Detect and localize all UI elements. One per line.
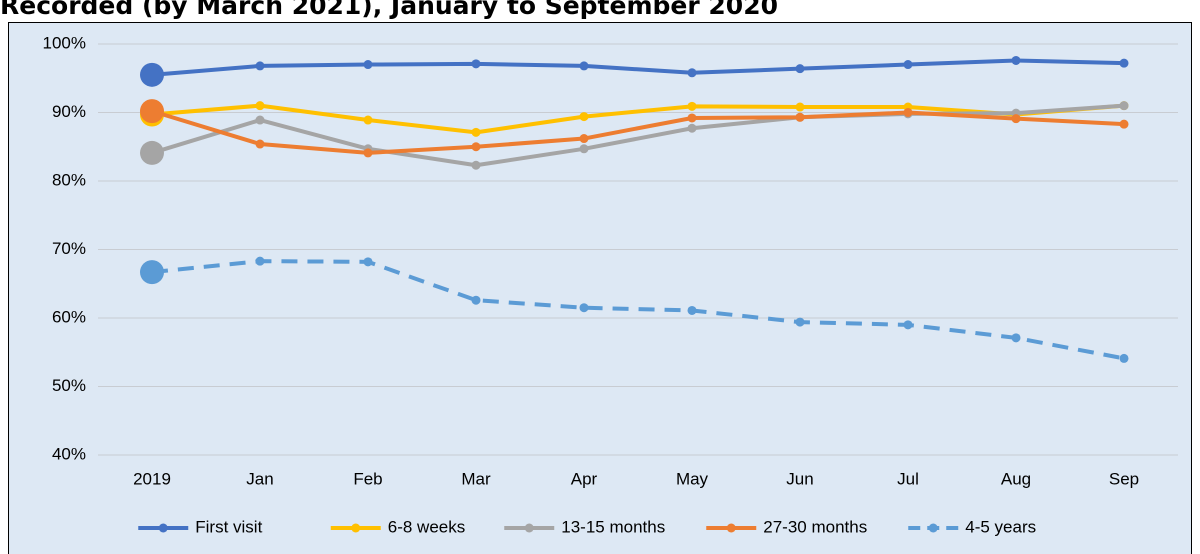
legend-marker <box>928 523 938 533</box>
series-line <box>151 109 1125 155</box>
data-point <box>903 60 913 70</box>
chart-title: Recorded (by March 2021), January to Sep… <box>0 0 778 20</box>
data-point <box>1119 58 1129 68</box>
x-tick-label: 2019 <box>133 469 171 488</box>
data-point <box>363 60 373 70</box>
y-tick-label: 90% <box>52 102 86 121</box>
data-point <box>140 62 164 87</box>
data-point <box>140 140 164 165</box>
data-point <box>1119 119 1129 129</box>
data-point <box>1119 101 1129 111</box>
data-point <box>579 144 589 154</box>
y-tick-label: 50% <box>52 376 86 395</box>
x-tick-label: Mar <box>461 469 491 488</box>
data-point <box>579 134 589 144</box>
y-tick-label: 70% <box>52 239 86 258</box>
data-point <box>363 257 373 267</box>
legend-marker <box>351 523 361 533</box>
data-point <box>579 112 589 122</box>
x-tick-label: Aug <box>1001 469 1031 488</box>
data-point <box>579 303 589 313</box>
legend-label: 6-8 weeks <box>388 517 465 536</box>
data-point <box>255 256 265 266</box>
data-point <box>471 295 481 305</box>
data-point <box>795 317 805 327</box>
legend-marker <box>726 523 736 533</box>
data-point <box>140 260 164 285</box>
series-line <box>151 103 1125 135</box>
data-point <box>1011 333 1021 343</box>
data-point <box>255 61 265 71</box>
y-tick-label: 100% <box>43 33 86 52</box>
data-point <box>687 68 697 78</box>
legend-marker <box>158 523 168 533</box>
data-point <box>903 108 913 117</box>
x-tick-label: Apr <box>571 469 598 488</box>
data-point <box>363 148 373 158</box>
data-point <box>471 160 481 170</box>
legend-marker <box>524 523 534 533</box>
data-point <box>795 102 805 112</box>
y-tick-label: 80% <box>52 170 86 189</box>
y-tick-label: 40% <box>52 444 86 463</box>
data-point <box>687 101 697 111</box>
legend-label: 27-30 months <box>763 517 867 536</box>
data-point <box>140 99 164 124</box>
data-point <box>255 139 265 149</box>
x-tick-label: Jan <box>246 469 273 488</box>
data-point <box>903 320 913 330</box>
data-point <box>687 113 697 123</box>
legend-label: 13-15 months <box>561 517 665 536</box>
data-point <box>471 127 481 137</box>
legend-label: First visit <box>195 517 262 536</box>
series-line <box>151 103 1125 168</box>
x-tick-label: May <box>676 469 709 488</box>
data-point <box>795 64 805 74</box>
data-point <box>1011 55 1021 65</box>
data-point <box>471 142 481 152</box>
x-tick-label: Feb <box>353 469 382 488</box>
x-tick-label: Jun <box>786 469 813 488</box>
legend-label: 4-5 years <box>965 517 1036 536</box>
data-point <box>1119 353 1129 363</box>
x-tick-label: Sep <box>1109 469 1139 488</box>
data-point <box>687 305 697 315</box>
series-line <box>151 259 1125 361</box>
data-point <box>795 112 805 122</box>
y-tick-label: 60% <box>52 307 86 326</box>
data-point <box>255 115 265 125</box>
series-line <box>151 58 1125 77</box>
x-tick-label: Jul <box>897 469 919 488</box>
data-point <box>1011 114 1021 124</box>
data-point <box>255 101 265 111</box>
data-point <box>579 61 589 71</box>
data-point <box>471 59 481 69</box>
data-point <box>363 115 373 125</box>
data-point <box>687 123 697 133</box>
